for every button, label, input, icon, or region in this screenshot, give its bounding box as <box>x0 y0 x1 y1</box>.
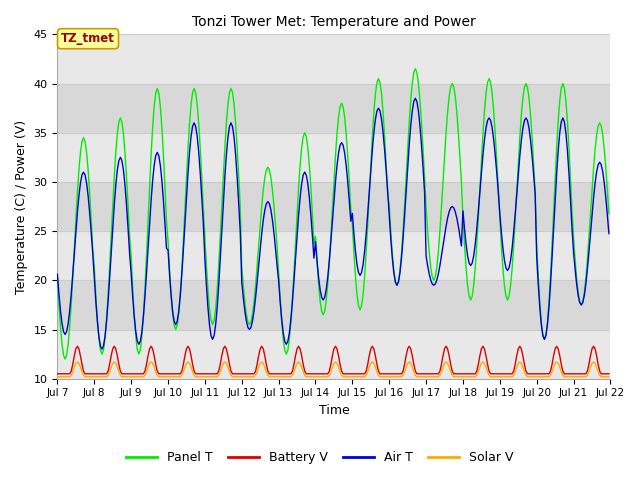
Battery V <box>247 371 255 377</box>
Panel T <box>220 173 227 179</box>
Air T <box>296 194 304 200</box>
Line: Air T: Air T <box>58 98 609 349</box>
Solar V <box>247 374 255 380</box>
Bar <box>58 231 611 280</box>
Air T <box>123 203 131 208</box>
Solar V <box>54 374 61 380</box>
Battery V <box>576 371 584 377</box>
Air T <box>247 324 255 330</box>
Solar V <box>123 374 131 380</box>
Air T <box>98 347 106 352</box>
Battery V <box>605 371 612 377</box>
Line: Panel T: Panel T <box>58 69 609 359</box>
Bar <box>58 133 611 182</box>
Solar V <box>220 360 227 366</box>
Legend: Panel T, Battery V, Air T, Solar V: Panel T, Battery V, Air T, Solar V <box>121 446 519 469</box>
Text: TZ_tmet: TZ_tmet <box>61 32 115 45</box>
Bar <box>58 330 611 379</box>
Panel T <box>412 66 419 72</box>
Panel T <box>123 174 131 180</box>
Air T <box>220 200 227 206</box>
Bar <box>58 280 611 330</box>
Air T <box>577 302 585 308</box>
Air T <box>412 96 419 101</box>
Panel T <box>296 162 304 168</box>
Panel T <box>247 319 255 325</box>
Panel T <box>61 356 69 362</box>
Battery V <box>296 346 304 352</box>
Battery V <box>54 371 61 377</box>
Battery V <box>74 343 81 349</box>
Y-axis label: Temperature (C) / Power (V): Temperature (C) / Power (V) <box>15 120 28 294</box>
Line: Solar V: Solar V <box>58 362 609 377</box>
Title: Tonzi Tower Met: Temperature and Power: Tonzi Tower Met: Temperature and Power <box>192 15 476 29</box>
Solar V <box>576 374 584 380</box>
Battery V <box>238 371 246 377</box>
Air T <box>54 271 61 277</box>
Solar V <box>74 359 81 365</box>
Battery V <box>220 346 227 352</box>
Bar <box>58 84 611 133</box>
Battery V <box>123 371 131 377</box>
Air T <box>238 279 246 285</box>
Panel T <box>605 211 612 217</box>
Panel T <box>577 302 585 308</box>
Panel T <box>238 264 246 269</box>
Solar V <box>605 374 612 380</box>
Solar V <box>296 360 304 366</box>
Bar <box>58 35 611 84</box>
X-axis label: Time: Time <box>319 404 349 417</box>
Air T <box>605 231 612 237</box>
Line: Battery V: Battery V <box>58 346 609 374</box>
Bar <box>58 182 611 231</box>
Panel T <box>54 274 61 280</box>
Solar V <box>238 374 246 380</box>
